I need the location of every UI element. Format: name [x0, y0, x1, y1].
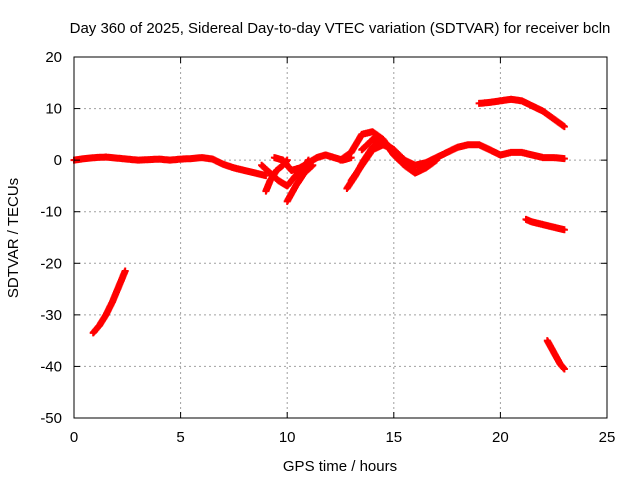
x-axis-label: GPS time / hours: [283, 458, 397, 475]
data-markers: [89, 267, 129, 337]
series-arc-k: [543, 337, 568, 373]
series-arc-l: [89, 267, 129, 337]
x-tick-label: 5: [176, 429, 184, 446]
x-tick-label: 0: [70, 429, 78, 446]
y-tick-label: 0: [54, 152, 62, 169]
data-markers: [70, 153, 270, 180]
y-tick-label: -10: [40, 204, 62, 221]
series-arc-e: [337, 128, 440, 177]
chart-title: Day 360 of 2025, Sidereal Day-to-day VTE…: [70, 20, 611, 37]
plot-frame: [73, 56, 608, 419]
axis-ticks: 0 5 10 15 20 25 20 10 0 -10 -20 -30 -40 -50: [40, 49, 615, 446]
y-tick-label: 20: [45, 49, 62, 66]
y-tick-label: -50: [40, 410, 62, 427]
data-markers: [337, 128, 440, 177]
data-markers: [358, 136, 568, 169]
grid-lines: [74, 57, 607, 418]
x-tick-label: 20: [492, 429, 509, 446]
data-markers: [543, 337, 568, 373]
series-arc-j: [522, 215, 568, 234]
x-tick-label: 15: [385, 429, 402, 446]
data-markers: [522, 215, 568, 234]
x-tick-label: 25: [599, 429, 616, 446]
data-markers: [475, 95, 568, 131]
series-arc-h: [358, 136, 568, 169]
y-tick-label: -30: [40, 307, 62, 324]
x-tick-label: 10: [279, 429, 296, 446]
data-points: [70, 95, 568, 373]
y-tick-label: -20: [40, 255, 62, 272]
y-tick-label: 10: [45, 101, 62, 118]
y-axis-label: SDTVAR / TECUs: [5, 178, 22, 298]
y-tick-label: -40: [40, 358, 62, 375]
series-arc-i: [475, 95, 568, 131]
series-arc-d: [283, 161, 317, 205]
series-arc-main: [70, 153, 270, 180]
data-markers: [283, 161, 317, 205]
